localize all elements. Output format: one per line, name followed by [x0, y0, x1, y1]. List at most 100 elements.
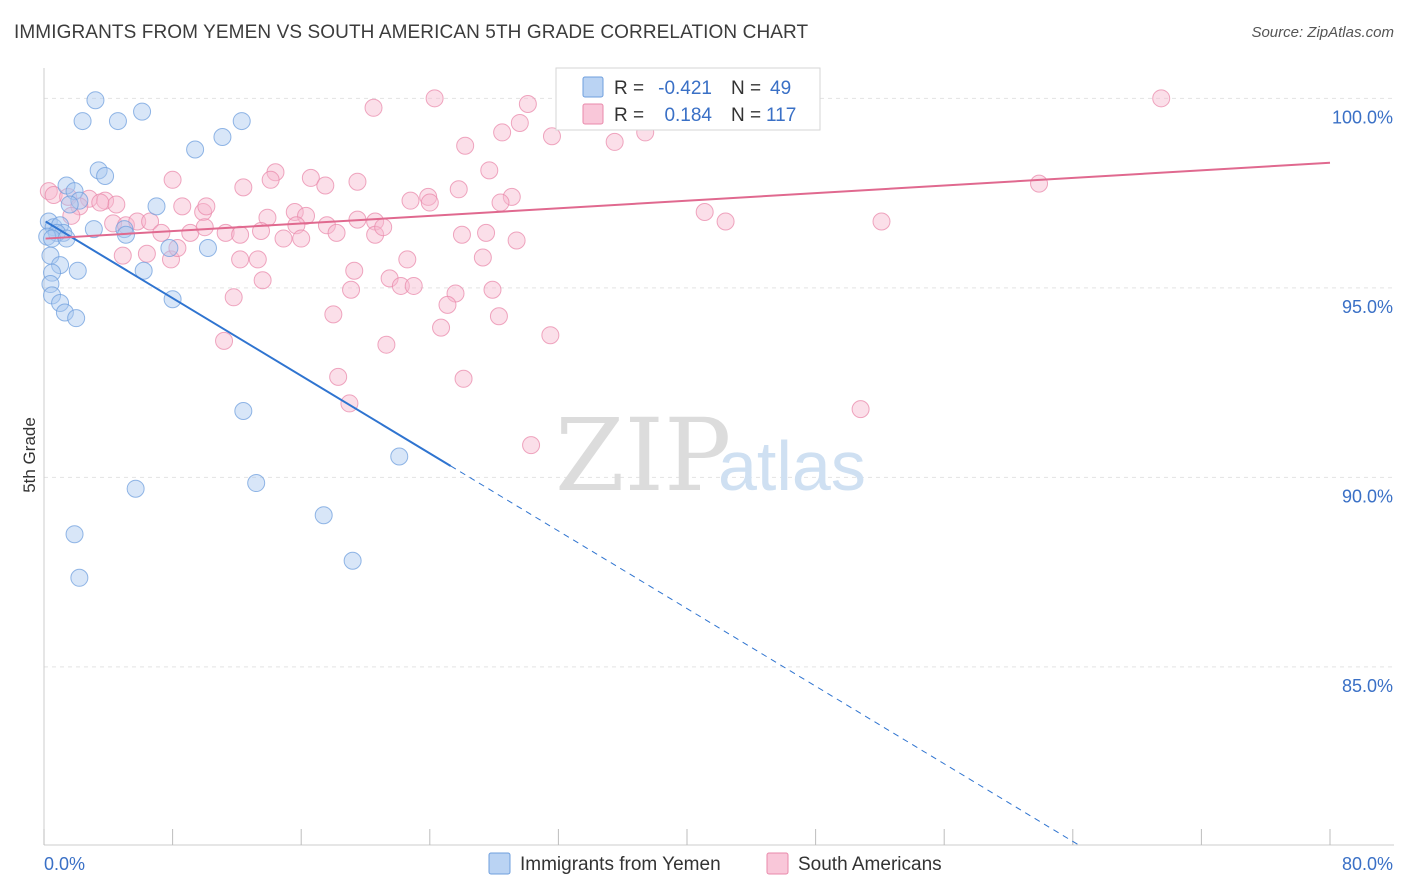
watermark-atlas: atlas: [718, 427, 866, 505]
point-yemen: [65, 525, 84, 544]
point-south-americans: [364, 98, 383, 117]
y-tick-label: 95.0%: [1342, 297, 1393, 317]
point-yemen: [133, 102, 152, 121]
point-south-americans: [489, 307, 508, 326]
point-yemen: [65, 182, 84, 201]
point-south-americans: [420, 193, 439, 212]
legend: Immigrants from Yemen South Americans: [488, 852, 942, 875]
point-south-americans: [438, 295, 457, 314]
point-south-americans: [510, 113, 529, 132]
point-south-americans: [542, 127, 561, 146]
legend-label-yemen: Immigrants from Yemen: [520, 854, 721, 875]
point-south-americans: [872, 212, 891, 231]
watermark-zip: ZIP: [555, 397, 731, 514]
stats-swatch-south-americans: [582, 103, 604, 125]
point-yemen: [73, 112, 92, 131]
stats-r-label-yemen: R =: [614, 78, 644, 99]
stats-n-label-south-americans: N =: [731, 105, 761, 126]
point-south-americans: [173, 197, 192, 216]
point-south-americans: [324, 305, 343, 324]
point-south-americans: [507, 231, 526, 250]
point-south-americans: [454, 369, 473, 388]
point-south-americans: [1030, 174, 1049, 193]
point-yemen: [232, 112, 251, 131]
point-south-americans: [851, 400, 870, 419]
point-south-americans: [518, 95, 537, 114]
y-tick-label: 85.0%: [1342, 676, 1393, 696]
axes: [43, 68, 1394, 846]
stats-n-value-yemen: 49: [770, 78, 791, 99]
point-yemen: [108, 112, 127, 131]
point-yemen: [147, 197, 166, 216]
point-south-americans: [477, 223, 496, 242]
point-south-americans: [449, 180, 468, 199]
point-yemen: [70, 568, 89, 587]
point-yemen: [160, 239, 179, 258]
point-south-americans: [215, 331, 234, 350]
point-yemen: [198, 239, 217, 258]
point-south-americans: [248, 250, 267, 269]
stats-r-value-yemen: -0.421: [658, 78, 712, 99]
point-south-americans: [491, 193, 510, 212]
point-south-americans: [292, 229, 311, 248]
point-south-americans: [161, 250, 180, 269]
chart-title: IMMIGRANTS FROM YEMEN VS SOUTH AMERICAN …: [14, 22, 809, 43]
point-yemen: [126, 479, 145, 498]
point-south-americans: [287, 216, 306, 235]
y-tick-label: 90.0%: [1342, 486, 1393, 506]
point-yemen: [43, 263, 62, 282]
point-south-americans: [91, 193, 110, 212]
point-south-americans: [231, 250, 250, 269]
point-yemen: [41, 275, 60, 294]
point-south-americans: [231, 225, 250, 244]
chart-source: Source: ZipAtlas.com: [1251, 24, 1394, 41]
point-yemen: [60, 195, 79, 214]
point-south-americans: [197, 197, 216, 216]
data-points: [38, 89, 1171, 587]
point-south-americans: [297, 206, 316, 225]
point-south-americans: [342, 280, 361, 299]
stats-r-value-south-americans: 0.184: [664, 105, 712, 126]
tick-labels: 100.0% 95.0% 90.0% 85.0% 0.0% 80.0%: [44, 107, 1393, 874]
point-yemen: [314, 506, 333, 525]
point-yemen: [134, 261, 153, 280]
point-yemen: [86, 91, 105, 110]
point-south-americans: [374, 218, 393, 237]
point-yemen: [343, 551, 362, 570]
point-south-americans: [716, 212, 735, 231]
point-yemen: [84, 220, 103, 239]
y-axis-label: 5th Grade: [20, 417, 39, 493]
point-south-americans: [541, 326, 560, 345]
point-south-americans: [163, 170, 182, 189]
point-yemen: [51, 293, 70, 312]
point-yemen: [247, 474, 266, 493]
legend-swatch-south-americans: [766, 852, 789, 875]
point-south-americans: [224, 288, 243, 307]
point-south-americans: [327, 223, 346, 242]
point-south-americans: [473, 248, 492, 267]
point-yemen: [96, 167, 115, 186]
point-south-americans: [377, 335, 396, 354]
legend-swatch-yemen: [488, 852, 511, 875]
point-south-americans: [137, 244, 156, 263]
point-south-americans: [107, 195, 126, 214]
point-south-americans: [522, 436, 541, 455]
point-south-americans: [141, 212, 160, 231]
point-south-americans: [695, 203, 714, 222]
trend-lines: [45, 161, 1331, 846]
stats-n-value-south-americans: 117: [766, 105, 796, 126]
point-south-americans: [44, 185, 63, 204]
point-south-americans: [480, 161, 499, 180]
point-south-americans: [348, 172, 367, 191]
point-south-americans: [261, 170, 280, 189]
point-south-americans: [452, 225, 471, 244]
stats-n-label-yemen: N =: [731, 78, 761, 99]
point-south-americans: [253, 271, 272, 290]
point-south-americans: [502, 187, 521, 206]
point-south-americans: [493, 123, 512, 142]
trend-line-south-americans: [45, 161, 1331, 240]
point-south-americans: [113, 246, 132, 265]
point-south-americans: [1152, 89, 1171, 108]
point-south-americans: [401, 191, 420, 210]
